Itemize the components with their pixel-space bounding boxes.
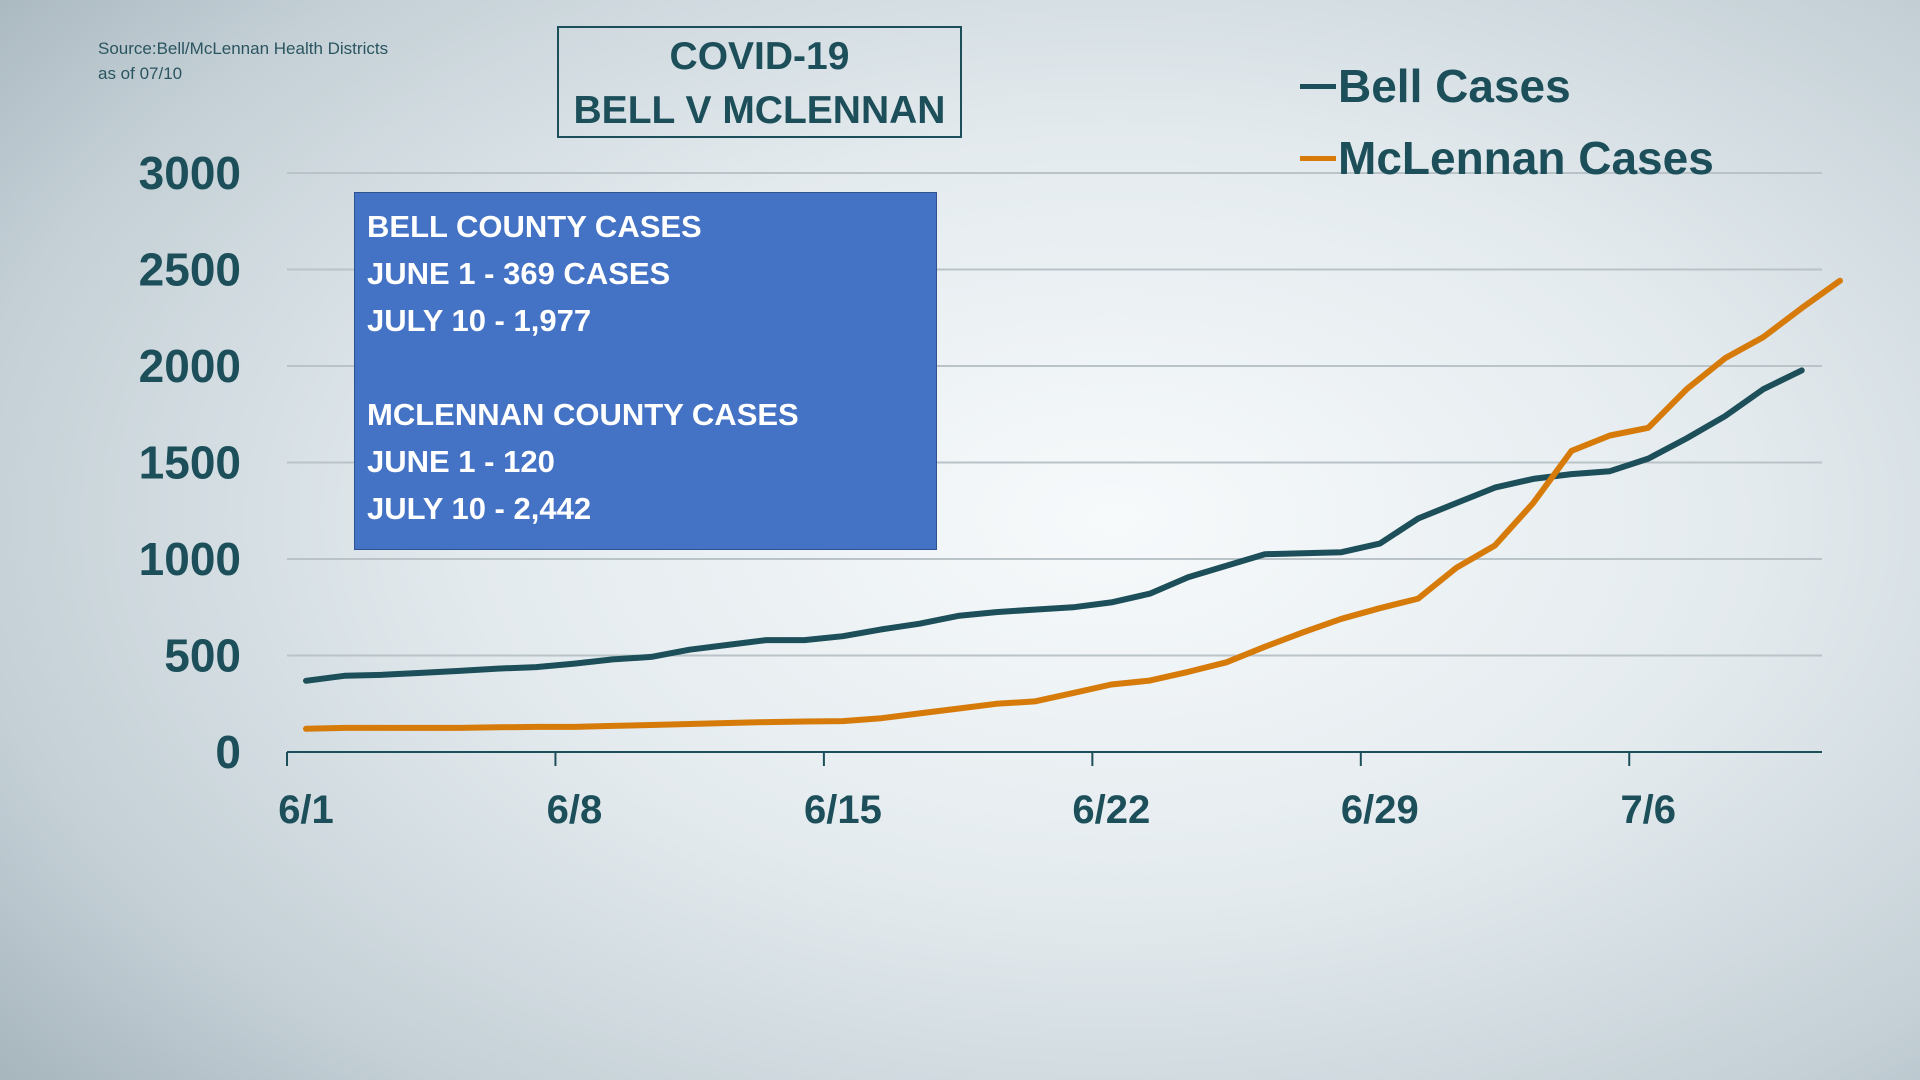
x-tick-label: 6/29 xyxy=(1341,788,1419,832)
summary-box: BELL COUNTY CASES JUNE 1 - 369 CASES JUL… xyxy=(354,192,937,550)
chart-title: COVID-19 BELL V MCLENNAN xyxy=(557,26,962,138)
legend-swatch-bell xyxy=(1300,83,1336,89)
note-line: JULY 10 - 2,442 xyxy=(367,491,592,526)
title-line-1: COVID-19 xyxy=(669,35,850,78)
note-line: JULY 10 - 1,977 xyxy=(367,303,592,338)
legend-swatch-mclennan xyxy=(1300,155,1336,161)
x-tick-label: 6/1 xyxy=(278,788,334,832)
legend-label: McLennan Cases xyxy=(1338,132,1714,184)
series-line-mclennan xyxy=(303,277,1843,732)
legend-item-bell: Bell Cases xyxy=(1300,50,1714,122)
y-tick-label: 500 xyxy=(164,630,241,682)
note-line: JUNE 1 - 120 xyxy=(367,444,555,479)
title-line-2: BELL V MCLENNAN xyxy=(573,89,946,132)
x-tick-label: 6/15 xyxy=(804,788,882,832)
source-note: Source:Bell/McLennan Health Districts as… xyxy=(98,36,388,86)
x-tick-label: 6/22 xyxy=(1072,788,1150,832)
y-tick-label: 3000 xyxy=(139,147,241,199)
note-line xyxy=(367,344,924,391)
y-tick-label: 1000 xyxy=(139,533,241,585)
as-of-date: as of 07/10 xyxy=(98,64,183,83)
legend: Bell Cases McLennan Cases xyxy=(1300,50,1714,194)
y-tick-label: 2000 xyxy=(139,340,241,392)
legend-label: Bell Cases xyxy=(1338,60,1571,112)
source-line: Source:Bell/McLennan Health Districts xyxy=(98,39,389,58)
x-tick-label: 7/6 xyxy=(1620,788,1676,832)
y-tick-label: 1500 xyxy=(139,437,241,489)
note-line: JUNE 1 - 369 CASES xyxy=(367,256,671,291)
legend-item-mclennan: McLennan Cases xyxy=(1300,122,1714,194)
note-line: BELL COUNTY CASES xyxy=(367,209,702,244)
y-tick-label: 0 xyxy=(215,726,241,778)
note-line: MCLENNAN COUNTY CASES xyxy=(367,397,799,432)
x-tick-label: 6/8 xyxy=(547,788,603,832)
y-tick-label: 2500 xyxy=(139,244,241,296)
